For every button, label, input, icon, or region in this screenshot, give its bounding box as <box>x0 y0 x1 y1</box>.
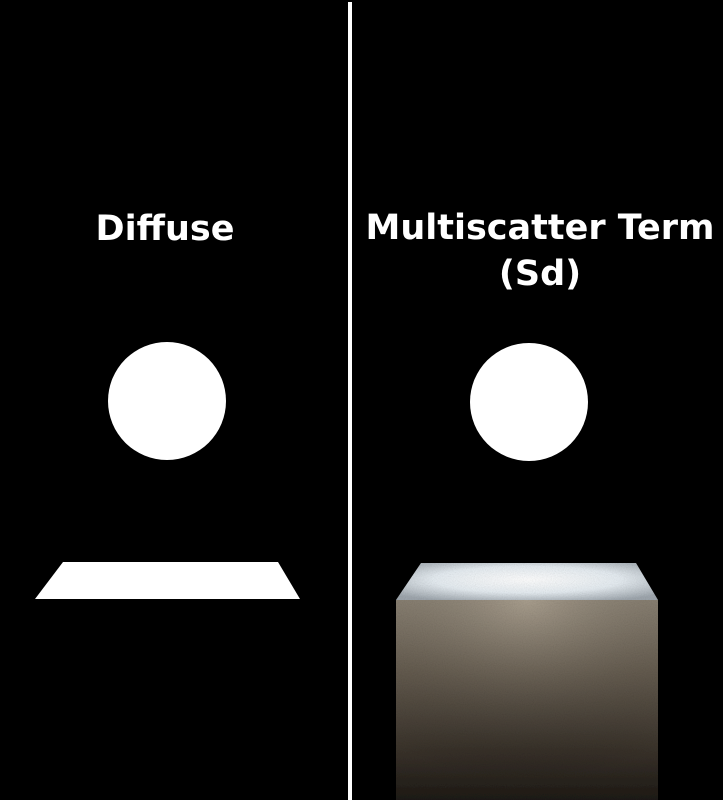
multiscatter-label: Multiscatter Term (Sd) <box>360 205 720 297</box>
multiscatter-label-line2: (Sd) <box>498 254 582 294</box>
diffuse-light-sphere <box>108 342 226 460</box>
cube-side-glow <box>396 600 658 800</box>
multiscatter-light-sphere <box>470 343 588 461</box>
diffuse-plane <box>35 562 300 599</box>
multiscatter-label-line1: Multiscatter Term <box>365 208 715 248</box>
panel-divider <box>348 2 352 800</box>
cube-top-face <box>396 563 658 600</box>
diffuse-label: Diffuse <box>95 209 235 249</box>
multiscatter-cube <box>396 563 658 800</box>
